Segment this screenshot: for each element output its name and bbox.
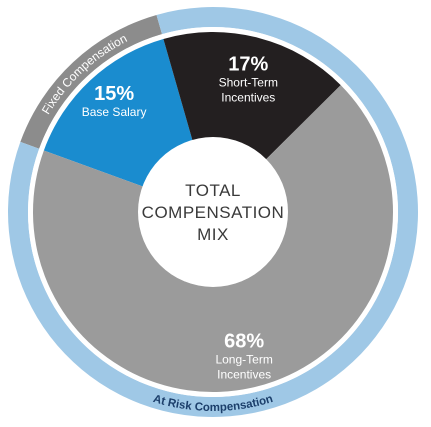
center-label-line: TOTAL xyxy=(185,181,241,200)
slice-name: Base Salary xyxy=(82,105,147,119)
slice-percent: 68% xyxy=(224,331,264,353)
center-hole xyxy=(138,137,288,287)
center-label-line: COMPENSATION xyxy=(142,203,285,222)
slice-percent: 17% xyxy=(228,54,268,76)
ring-segment-fixed-compensation xyxy=(20,14,163,149)
slice-labels: 15%Base Salary17%Short-TermIncentives68%… xyxy=(82,54,278,382)
slice-name: Incentives xyxy=(221,91,275,105)
slice-name: Short-Term xyxy=(219,76,278,90)
center-label-line: MIX xyxy=(197,225,229,244)
center-label: TOTAL COMPENSATION MIX xyxy=(142,181,285,244)
slice-label-base-salary: 15%Base Salary xyxy=(82,83,147,119)
slice-percent: 15% xyxy=(94,83,134,105)
slice-name: Long-Term xyxy=(215,353,272,367)
slice-name: Incentives xyxy=(217,368,271,382)
